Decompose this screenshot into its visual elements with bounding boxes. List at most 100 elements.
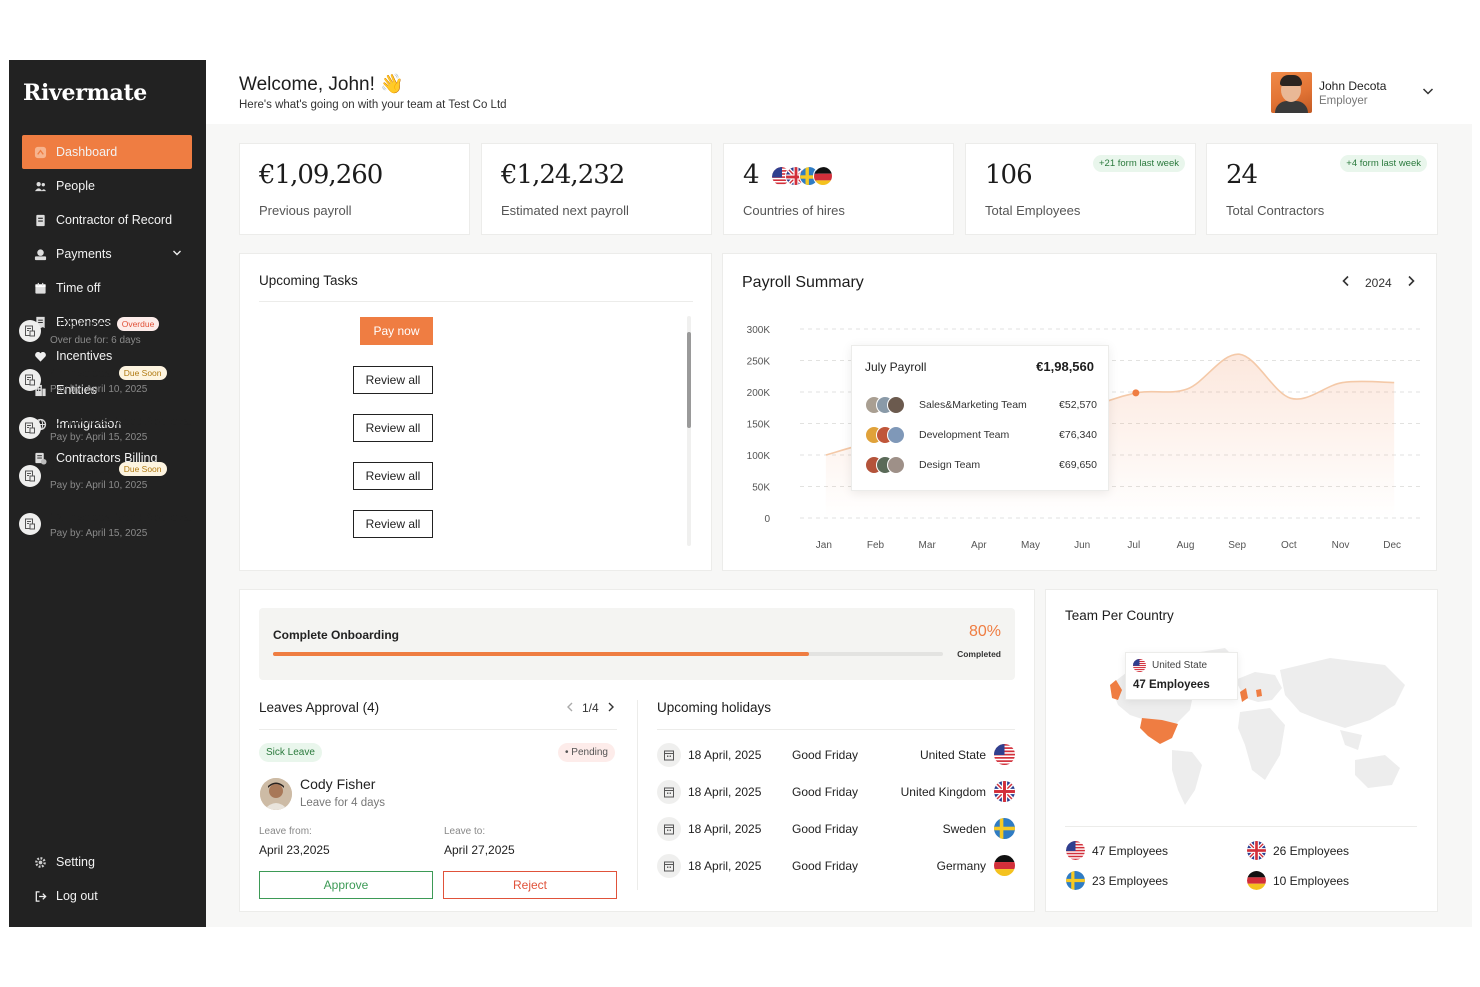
- page-title: Welcome, John! 👋: [239, 74, 404, 95]
- scrollbar-thumb[interactable]: [687, 332, 691, 428]
- due-soon-badge: Due Soon: [118, 366, 167, 380]
- review-all-button[interactable]: Review all: [353, 462, 433, 490]
- team-value: €76,340: [1059, 429, 1097, 441]
- review-all-button[interactable]: Review all: [353, 366, 433, 394]
- task-title: 47 Invoices: [50, 462, 111, 476]
- chevron-down-icon[interactable]: [172, 248, 182, 261]
- task-item: 21 Invoices Overdue Over due for: 6 days …: [19, 317, 433, 357]
- tooltip-row: Design Team €69,650: [865, 454, 1097, 476]
- sidebar-item-label: Entities: [56, 383, 97, 397]
- x-tick-label: Apr: [971, 540, 987, 551]
- pay-now-button[interactable]: Pay now: [360, 317, 433, 345]
- leave-from-label: Leave from:: [259, 826, 312, 837]
- us-flag-icon: [1065, 840, 1086, 861]
- payroll-title: Payroll Summary: [742, 274, 864, 291]
- chevron-left-icon[interactable]: [1341, 275, 1351, 290]
- team-value: €52,570: [1059, 399, 1097, 411]
- trend-badge: +21 form last week: [1093, 155, 1185, 172]
- sidebar-item-contractors-billing[interactable]: Contractors Billing: [22, 441, 192, 475]
- germany-flag-icon: [813, 166, 833, 186]
- sidebar-item-payments[interactable]: Payments: [22, 237, 192, 271]
- team-name: Sales&Marketing Team: [919, 399, 1027, 411]
- uk-flag-icon: [1246, 840, 1267, 861]
- us-flag-icon: [994, 744, 1015, 765]
- stat-card-total-employees: 106 +21 form last week Total Employees: [965, 143, 1196, 235]
- app-logo[interactable]: Rivermate: [23, 80, 148, 106]
- sidebar-item-setting[interactable]: Setting: [22, 845, 192, 879]
- onboarding-progress-box: Complete Onboarding 80% Completed: [259, 608, 1015, 680]
- stat-card-previous-payroll: €1,09,260 Previous payroll: [239, 143, 470, 235]
- chevron-left-icon[interactable]: [566, 701, 574, 715]
- holiday-row: 18 April, 2025 Good Friday Sweden: [657, 816, 1015, 842]
- task-item: 47 Invoices Due Soon Pay by: April 10, 20…: [19, 462, 433, 502]
- legend-item: 10 Employees: [1246, 870, 1349, 891]
- team-per-country-card: [1045, 589, 1438, 912]
- invoice-icon: [19, 417, 41, 439]
- legend-item: 23 Employees: [1065, 870, 1168, 891]
- sidebar-item-people[interactable]: People: [22, 169, 192, 203]
- logout-icon: [34, 890, 47, 903]
- chevron-right-icon[interactable]: [1406, 275, 1416, 290]
- legend-label: 26 Employees: [1273, 843, 1350, 858]
- review-all-button[interactable]: Review all: [353, 414, 433, 442]
- approve-button[interactable]: Approve: [259, 871, 433, 899]
- legend-item: 26 Employees: [1246, 840, 1349, 861]
- onboarding-status: Completed: [957, 649, 1001, 659]
- sidebar-item-label: People: [56, 179, 95, 193]
- divider: [259, 301, 693, 302]
- legend-label: 10 Employees: [1273, 873, 1350, 888]
- holiday-date: 18 April, 2025: [688, 785, 762, 799]
- sidebar-item-label: Time off: [56, 281, 101, 295]
- y-tick-label: 150K: [747, 420, 771, 431]
- page-subtitle: Here's what's going on with your team at…: [239, 99, 507, 111]
- legend-label: 23 Employees: [1092, 873, 1169, 888]
- sidebar-item-time-off[interactable]: Time off: [22, 271, 192, 305]
- x-tick-label: Sep: [1228, 540, 1246, 551]
- sidebar-item-logout[interactable]: Log out: [22, 879, 192, 913]
- team-avatars: [865, 456, 911, 474]
- billing-icon: [34, 452, 47, 465]
- sweden-flag-icon: [994, 818, 1015, 839]
- onboarding-percent: 80%: [968, 623, 1001, 640]
- reject-button[interactable]: Reject: [443, 871, 617, 899]
- task-title: 47 Invoices: [50, 366, 111, 380]
- y-tick-label: 200K: [747, 388, 771, 399]
- heart-icon: [34, 350, 47, 363]
- team-value: €69,650: [1059, 459, 1097, 471]
- task-subtitle: Pay by: April 15, 2025: [50, 528, 148, 539]
- employee-name: Cody Fisher: [300, 776, 376, 792]
- us-flag-icon: [1133, 659, 1146, 672]
- tooltip-row: Development Team €76,340: [865, 424, 1097, 446]
- sidebar-item-label: Contractor of Record: [56, 213, 173, 227]
- chevron-down-icon[interactable]: [1421, 84, 1435, 101]
- sidebar-item-dashboard[interactable]: Dashboard: [22, 135, 192, 169]
- review-all-button[interactable]: Review all: [353, 510, 433, 538]
- avatar: [260, 778, 292, 810]
- x-tick-label: Dec: [1383, 540, 1401, 551]
- chevron-right-icon[interactable]: [607, 701, 615, 715]
- people-icon: [34, 180, 47, 193]
- sidebar-item-incentives[interactable]: Incentives: [22, 339, 192, 373]
- holiday-row: 18 April, 2025 Good Friday United State: [657, 742, 1015, 768]
- leave-to-value: April 27,2025: [444, 843, 515, 857]
- avatar: [1271, 72, 1312, 113]
- holidays-title: Upcoming holidays: [657, 700, 772, 715]
- sidebar-item-label: Immigration: [56, 417, 122, 431]
- user-profile[interactable]: John Decota Employer: [1271, 72, 1386, 113]
- leave-type-badge: Sick Leave: [259, 743, 322, 762]
- task-item: 12 Invoices Need Approval Pay by: April …: [19, 414, 433, 454]
- legend-item: 47 Employees: [1065, 840, 1168, 861]
- tasks-title: Upcoming Tasks: [259, 273, 358, 288]
- team-avatars: [865, 426, 911, 444]
- sidebar-item-contractor-of-record[interactable]: Contractor of Record: [22, 203, 192, 237]
- task-subtitle: Over due for: 6 days: [50, 335, 141, 346]
- task-item: 47 Invoices Due Soon Pay by: April 10, 20…: [19, 366, 433, 406]
- tasks-scrollbar[interactable]: [687, 316, 691, 546]
- stat-label: Estimated next payroll: [501, 203, 629, 218]
- year-label: 2024: [1365, 275, 1392, 290]
- year-selector: 2024: [1341, 275, 1416, 290]
- x-tick-label: May: [1021, 540, 1040, 551]
- holiday-name: Good Friday: [792, 785, 859, 799]
- legend-label: 47 Employees: [1092, 843, 1169, 858]
- sidebar-item-label: Payments: [56, 247, 112, 261]
